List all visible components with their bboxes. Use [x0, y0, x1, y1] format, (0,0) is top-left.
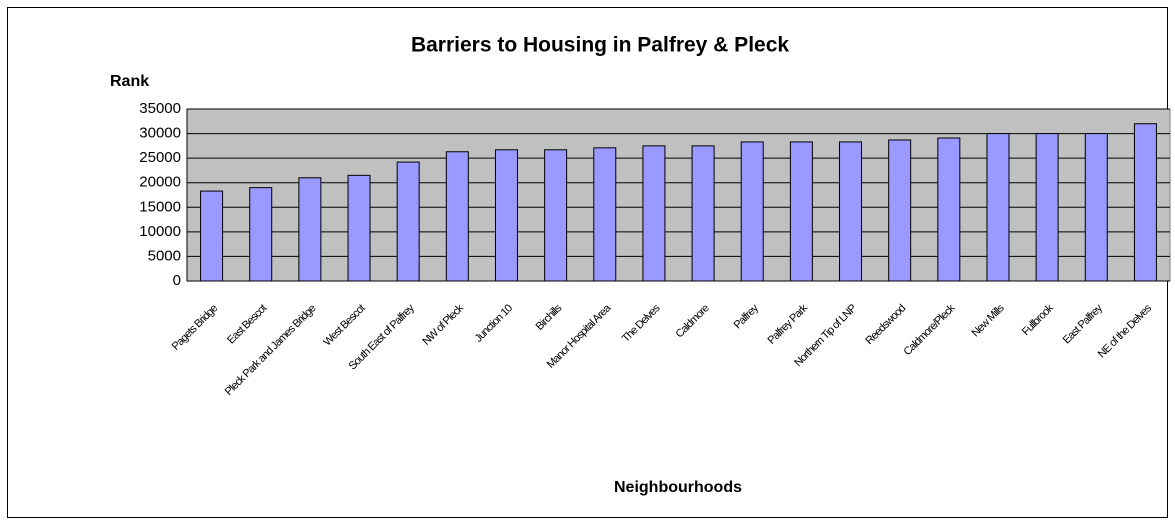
- bar: [888, 139, 912, 282]
- y-tick-label: 5000: [148, 247, 181, 264]
- bar: [298, 177, 322, 282]
- bar: [347, 174, 371, 282]
- bar: [1084, 133, 1108, 282]
- bar: [445, 151, 469, 282]
- y-tick-label: 10000: [139, 223, 181, 240]
- bar: [642, 145, 666, 282]
- bar: [200, 190, 224, 282]
- y-tick-label: 25000: [139, 149, 181, 166]
- y-tick-label: 35000: [139, 100, 181, 117]
- y-tick-label: 15000: [139, 198, 181, 215]
- bar: [691, 145, 715, 282]
- y-tick-label: 0: [173, 272, 181, 289]
- bar: [494, 149, 518, 282]
- bar: [544, 149, 568, 282]
- y-tick-label: 30000: [139, 125, 181, 142]
- y-axis-title: Rank: [110, 73, 149, 90]
- bar: [1035, 133, 1059, 282]
- plot-area: [186, 108, 1171, 282]
- bar: [986, 133, 1010, 282]
- x-axis-title: Neighbourhoods: [614, 479, 742, 496]
- bar: [1133, 123, 1157, 282]
- bar: [249, 187, 273, 282]
- bar: [396, 161, 420, 282]
- bar: [740, 141, 764, 282]
- bar: [839, 141, 863, 282]
- bar: [593, 147, 617, 282]
- y-tick-label: 20000: [139, 174, 181, 191]
- bar: [789, 141, 813, 282]
- chart-title: Barriers to Housing in Palfrey & Pleck: [411, 34, 789, 57]
- bar: [937, 137, 961, 282]
